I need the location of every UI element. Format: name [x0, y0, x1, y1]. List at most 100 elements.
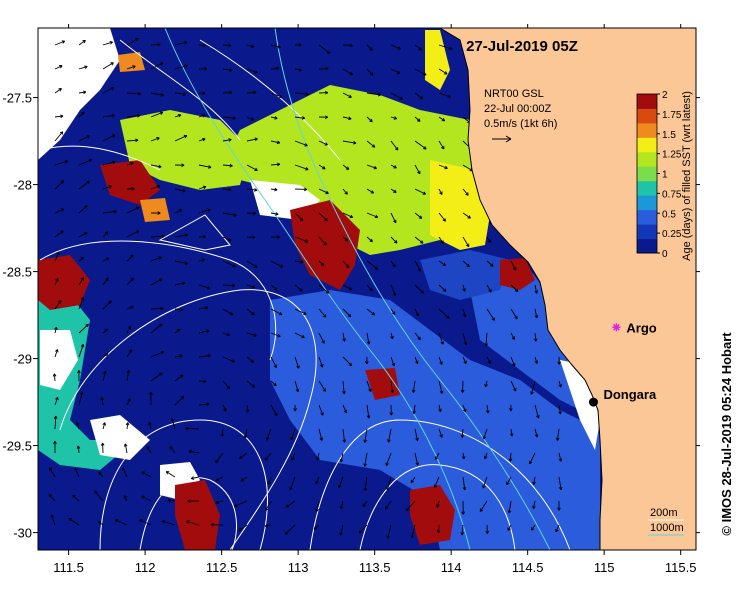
- current-arrow: [438, 428, 443, 438]
- current-arrow: [294, 140, 308, 147]
- current-arrow: [558, 404, 562, 415]
- current-arrow: [508, 452, 513, 462]
- current-arrow: [482, 428, 488, 440]
- current-arrow: [462, 188, 469, 196]
- sea-level-contours: [39, 39, 571, 551]
- current-arrow: [294, 308, 307, 315]
- current-arrow: [198, 208, 211, 214]
- current-arrow: [198, 185, 207, 190]
- current-arrow: [438, 404, 442, 413]
- current-arrow: [54, 396, 59, 406]
- current-arrow: [294, 187, 308, 192]
- current-arrow: [510, 356, 516, 367]
- current-arrow: [390, 212, 397, 224]
- current-arrow: [54, 180, 64, 190]
- current-arrow: [486, 236, 492, 244]
- current-arrow: [342, 380, 346, 395]
- current-arrow: [507, 500, 512, 514]
- current-arrow: [462, 236, 470, 248]
- current-arrow: [222, 43, 232, 48]
- lat-tick-label: -28: [13, 178, 32, 193]
- current-arrow: [342, 308, 352, 318]
- current-arrow: [126, 206, 140, 214]
- age-region-1-5-top: [118, 52, 145, 72]
- current-arrow: [174, 307, 184, 312]
- lon-tick-label: 114: [441, 560, 462, 575]
- current-arrow: [411, 380, 416, 393]
- current-vectors: [48, 37, 567, 539]
- current-arrow: [366, 164, 377, 170]
- colorbar-tick-label: 1: [662, 170, 668, 181]
- current-arrow: [438, 116, 446, 122]
- current-arrow: [126, 370, 131, 382]
- current-arrow: [54, 65, 63, 70]
- current-arrow: [150, 234, 165, 239]
- current-arrow: [363, 428, 368, 443]
- current-arrow: [174, 395, 185, 406]
- lon-tick-label: 114.5: [512, 560, 544, 575]
- current-arrow: [198, 234, 206, 239]
- isobath-lines: [164, 27, 551, 551]
- current-product: NRT00 GSL: [484, 88, 544, 100]
- current-arrow: [78, 297, 85, 310]
- current-arrow: [486, 308, 495, 321]
- colorbar-tick-label: 0.5: [662, 209, 676, 220]
- colorbar-segment: [637, 94, 657, 109]
- longitude-axis: 111.5 112 112.5 113 113.5 114 114.5 115 115.5: [53, 24, 696, 575]
- current-arrow: [174, 134, 188, 142]
- current-arrow: [222, 308, 234, 316]
- current-arrow: [294, 260, 304, 264]
- current-note: NRT00 GSL 22-Jul 00:00Z 0.5m/s (1kt 6h): [484, 88, 557, 143]
- current-arrow: [126, 254, 134, 262]
- current-arrow: [270, 162, 281, 167]
- current-arrow: [167, 498, 176, 503]
- current-arrow: [102, 62, 114, 70]
- current-arrow: [270, 308, 283, 316]
- current-arrow: [102, 257, 110, 262]
- current-arrow: [318, 164, 326, 170]
- current-arrow: [270, 356, 278, 369]
- current-arrow: [54, 349, 59, 358]
- current-arrow: [414, 92, 424, 100]
- current-arrow: [534, 428, 539, 438]
- current-arrow: [414, 164, 421, 175]
- current-arrow: [54, 208, 65, 214]
- current-arrow: [438, 44, 453, 51]
- current-arrow: [529, 452, 536, 465]
- age-region-1-5-north: [140, 198, 170, 222]
- current-arrow: [438, 260, 446, 266]
- current-arrow: [366, 260, 379, 270]
- current-arrow: [270, 235, 281, 239]
- current-arrow: [78, 158, 93, 166]
- current-arrow: [54, 230, 64, 238]
- colorbar-segment: [637, 238, 657, 254]
- current-arrow: [187, 499, 200, 503]
- current-arrow: [462, 332, 468, 346]
- current-arrow: [198, 402, 210, 407]
- current-arrow: [438, 212, 446, 222]
- current-arrow: [414, 452, 420, 466]
- current-arrow: [342, 164, 350, 170]
- current-arrow: [318, 90, 329, 95]
- current-arrow: [436, 524, 441, 533]
- current-arrow: [76, 445, 81, 454]
- current-arrow: [510, 332, 515, 340]
- current-arrow: [100, 442, 105, 454]
- current-arrow: [267, 476, 272, 485]
- current-arrow: [318, 44, 331, 54]
- current-arrow: [174, 233, 188, 238]
- current-arrow: [246, 308, 255, 316]
- current-arrow: [54, 88, 62, 94]
- current-arrow: [198, 329, 210, 334]
- current-arrow: [342, 188, 348, 195]
- place-label-dongara: Dongara: [603, 387, 657, 402]
- current-arrow: [366, 116, 373, 123]
- current-arrow: [462, 308, 467, 317]
- current-arrow: [558, 380, 562, 388]
- current-arrow: [438, 356, 443, 365]
- current-arrow: [342, 116, 352, 121]
- lat-tick-label: -30: [13, 526, 32, 541]
- current-arrow: [165, 471, 176, 478]
- current-arrow: [174, 354, 183, 358]
- current-arrow: [270, 66, 280, 71]
